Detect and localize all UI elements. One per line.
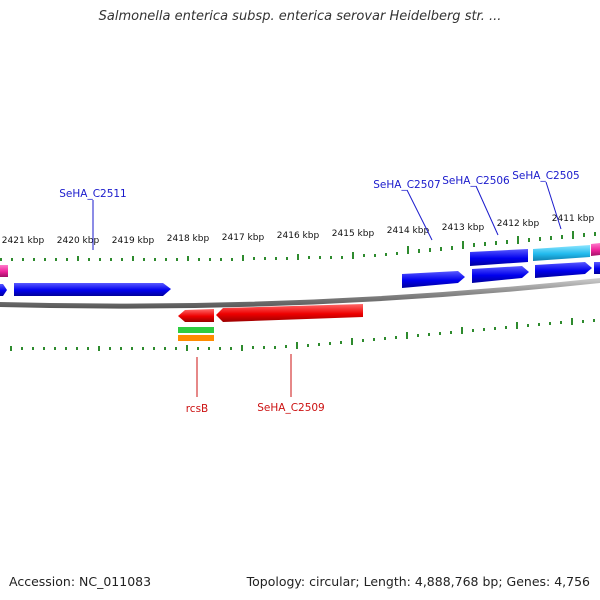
gene-arrow[interactable] — [0, 284, 7, 296]
leader-line — [475, 185, 499, 236]
ruler-label: 2412 kbp — [497, 219, 540, 229]
gene-arrow-SeHA_C2511[interactable] — [14, 283, 171, 296]
gene-label[interactable]: SeHA_C2505 — [512, 170, 580, 182]
leader-line — [406, 189, 433, 241]
gene-arrow-magenta[interactable] — [0, 265, 8, 277]
accession-text: Accession: NC_011083 — [9, 574, 152, 589]
gene-arrow-rcsB[interactable] — [178, 309, 214, 322]
gene-label[interactable]: SeHA_C2506 — [442, 175, 510, 187]
genome-summary-text: Topology: circular; Length: 4,888,768 bp… — [246, 574, 590, 589]
ruler-label: 2411 kbp — [552, 214, 595, 224]
ruler-label: 2414 kbp — [387, 226, 430, 236]
ruler-label: 2421 kbp — [2, 236, 45, 246]
gene-arrow-SeHA_C2507[interactable] — [402, 271, 465, 288]
gene-label[interactable]: SeHA_C2509 — [257, 402, 325, 414]
ruler-label: 2415 kbp — [332, 229, 375, 239]
ruler-label: 2418 kbp — [167, 234, 210, 244]
reverse-strand-genes — [178, 304, 363, 341]
gene-arrow[interactable] — [594, 262, 600, 274]
map-title: Salmonella enterica subsp. enterica sero… — [98, 9, 502, 24]
upper-tick-track — [0, 231, 596, 261]
gene-label[interactable]: SeHA_C2511 — [59, 188, 127, 200]
feature-bar-green — [178, 327, 214, 333]
ruler-label: 2419 kbp — [112, 236, 155, 246]
ruler-label: 2416 kbp — [277, 231, 320, 241]
ruler-label: 2413 kbp — [442, 223, 485, 233]
ruler-label: 2417 kbp — [222, 233, 265, 243]
lower-tick-track — [10, 318, 595, 351]
gene-label[interactable]: rcsB — [186, 403, 209, 415]
gene-arrow-magenta[interactable] — [591, 243, 600, 256]
gene-arrow-SeHA_C2509[interactable] — [216, 304, 363, 322]
forward-strand-genes — [0, 243, 600, 296]
feature-bar-orange — [178, 335, 214, 341]
genome-backbone — [0, 278, 600, 309]
leader-line — [545, 181, 562, 230]
gene-arrow[interactable] — [472, 266, 529, 283]
gene-arrow-SeHA_C2505[interactable] — [533, 245, 590, 261]
gene-arrow-SeHA_C2506[interactable] — [470, 249, 528, 266]
ruler-label: 2420 kbp — [57, 236, 100, 246]
gene-label[interactable]: SeHA_C2507 — [373, 179, 441, 191]
gene-arrow[interactable] — [535, 262, 592, 278]
